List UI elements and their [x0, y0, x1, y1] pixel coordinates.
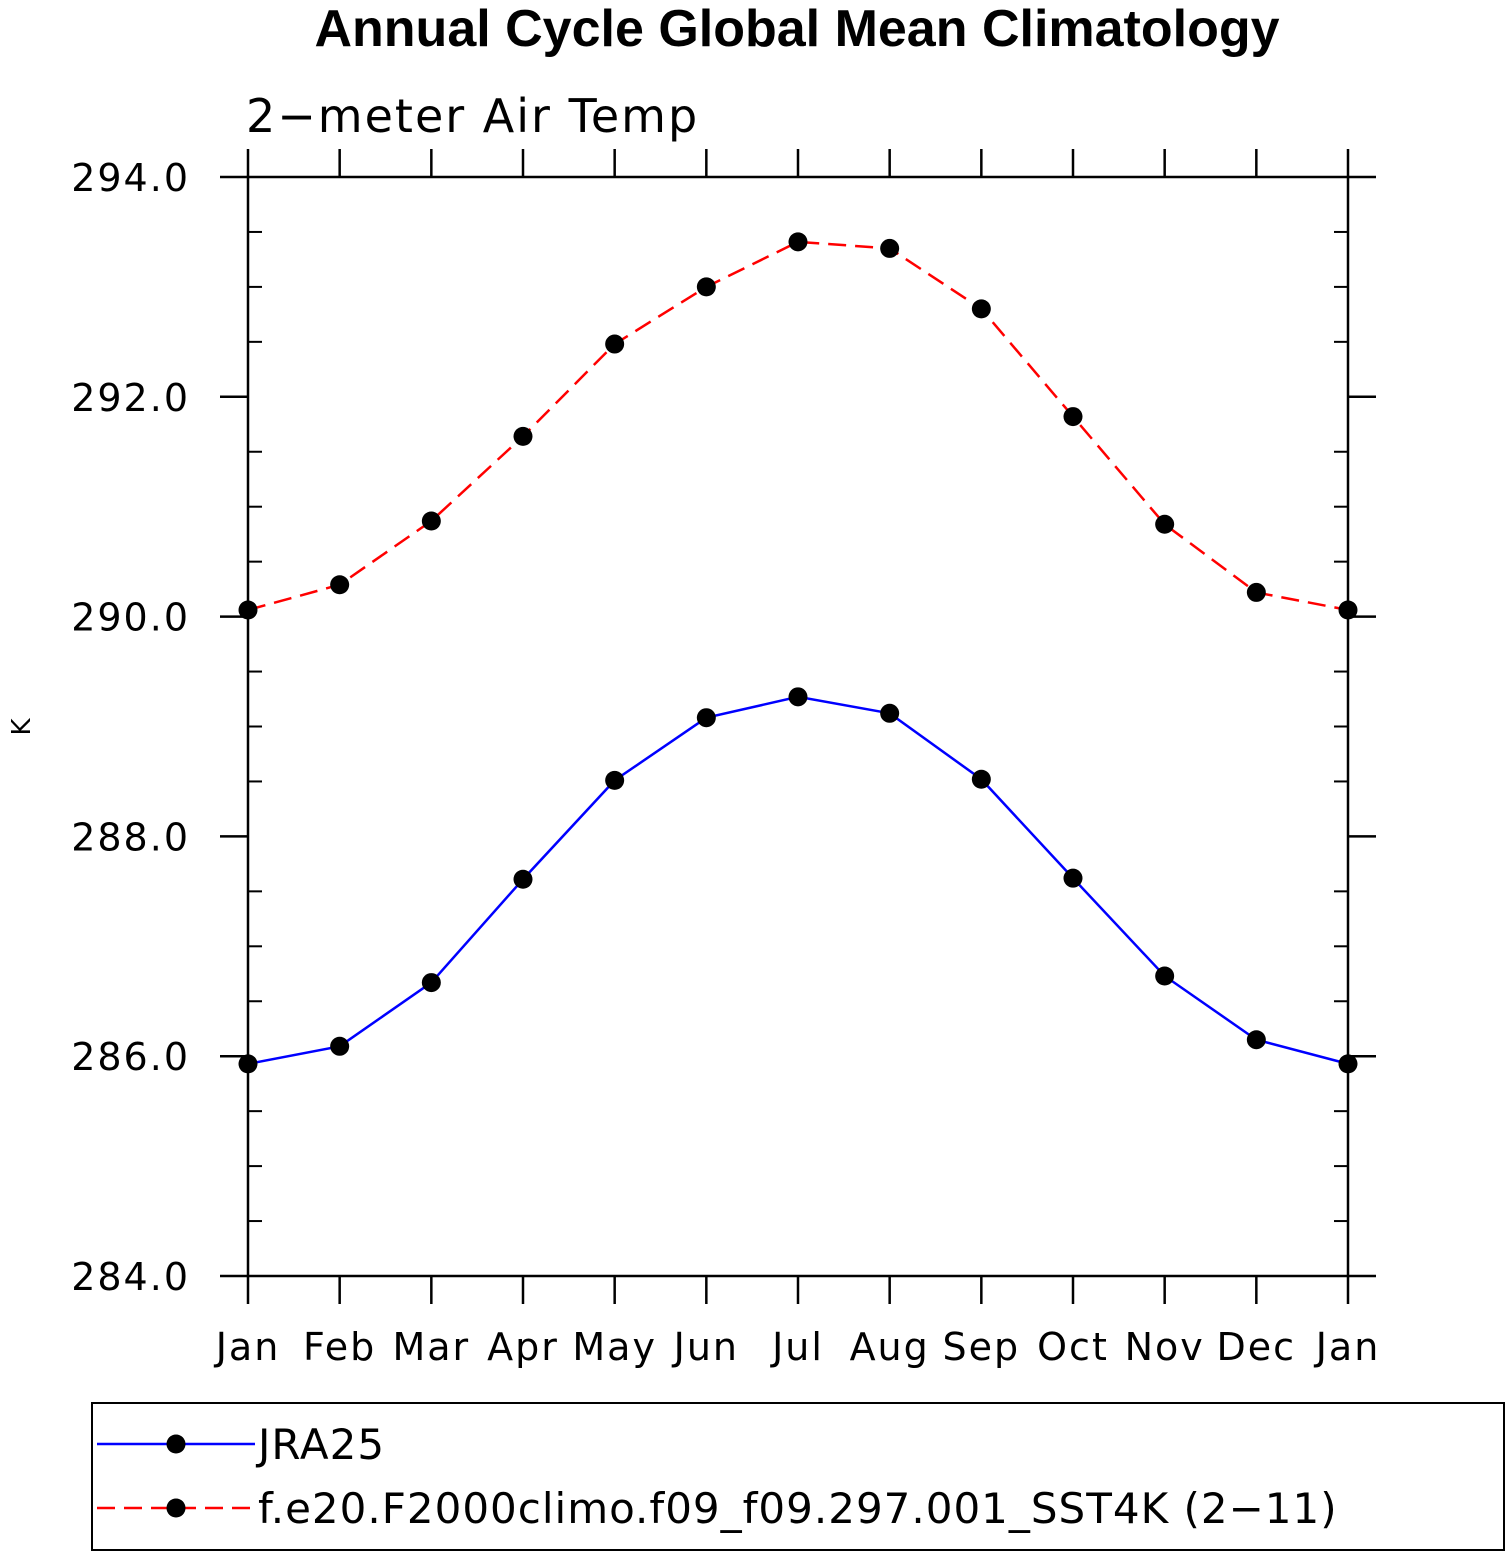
data-point: [330, 575, 350, 595]
data-point: [238, 1054, 258, 1074]
x-tick-label: Feb: [303, 1325, 376, 1369]
data-point: [696, 708, 716, 728]
legend-marker: [166, 1434, 186, 1454]
x-tick-label: May: [572, 1325, 657, 1369]
x-tick-label: Jul: [770, 1325, 824, 1369]
y-tick-label: 292.0: [71, 376, 190, 420]
x-tick-label: Jan: [1314, 1325, 1381, 1369]
x-tick-label: Aug: [850, 1325, 930, 1369]
y-tick-label: 294.0: [71, 156, 190, 200]
plot-frame: [246, 175, 1350, 1278]
chart-subtitle: 2−meter Air Temp: [246, 89, 699, 143]
y-tick-label: 284.0: [71, 1255, 190, 1299]
x-tick-label: Jun: [672, 1325, 739, 1369]
y-tick-label: 288.0: [71, 815, 190, 859]
series-line-2: [247, 240, 1349, 612]
x-tick-labels: Jan Feb Mar Apr May Jun Jul Aug Sep Oct Nov Dec Jan: [214, 1325, 1381, 1369]
data-point: [1338, 600, 1358, 620]
series-lines: [247, 240, 1349, 1066]
data-point: [238, 600, 258, 620]
data-point: [971, 299, 991, 319]
legend-box: [91, 1402, 1505, 1551]
series-line-1: [247, 695, 1349, 1066]
data-point: [605, 334, 625, 354]
data-point: [880, 238, 900, 258]
x-tick-label: Nov: [1125, 1325, 1205, 1369]
x-tick-label: Mar: [392, 1325, 470, 1369]
x-tick-label: Jan: [214, 1325, 281, 1369]
data-point: [1063, 868, 1083, 888]
legend-marker: [166, 1498, 186, 1518]
y-tick-label: 286.0: [71, 1035, 190, 1079]
data-point: [1246, 582, 1266, 602]
y-tick-labels: 284.0 286.0 288.0 290.0 292.0 294.0: [71, 156, 190, 1299]
legend-label: JRA25: [255, 1420, 385, 1469]
data-point: [1246, 1030, 1266, 1050]
y-tick-label: 290.0: [71, 596, 190, 640]
legend-label: f.e20.F2000climo.f09_f09.297.001_SST4K (…: [258, 1484, 1338, 1533]
data-point: [421, 973, 441, 993]
x-tick-label: Oct: [1037, 1325, 1109, 1369]
data-point: [1063, 407, 1083, 427]
data-point: [1155, 514, 1175, 534]
data-point: [880, 703, 900, 723]
y-axis-label: K: [7, 718, 37, 736]
chart-title: Annual Cycle Global Mean Climatology: [314, 0, 1279, 58]
data-point: [971, 769, 991, 789]
data-point: [605, 770, 625, 790]
data-point: [1338, 1054, 1358, 1074]
plot-axes: [220, 149, 1376, 1304]
x-tick-label: Dec: [1217, 1325, 1297, 1369]
data-point: [330, 1036, 350, 1056]
data-point: [1155, 966, 1175, 986]
data-point: [696, 277, 716, 297]
data-point: [421, 511, 441, 531]
data-point: [788, 232, 808, 252]
data-point: [788, 687, 808, 707]
series-markers: [238, 232, 1358, 1074]
x-tick-label: Apr: [487, 1325, 559, 1369]
legend: JRA25 f.e20.F2000climo.f09_f09.297.001_SS…: [91, 1402, 1505, 1551]
x-tick-label: Sep: [943, 1325, 1021, 1369]
data-point: [513, 426, 533, 446]
data-point: [513, 869, 533, 889]
